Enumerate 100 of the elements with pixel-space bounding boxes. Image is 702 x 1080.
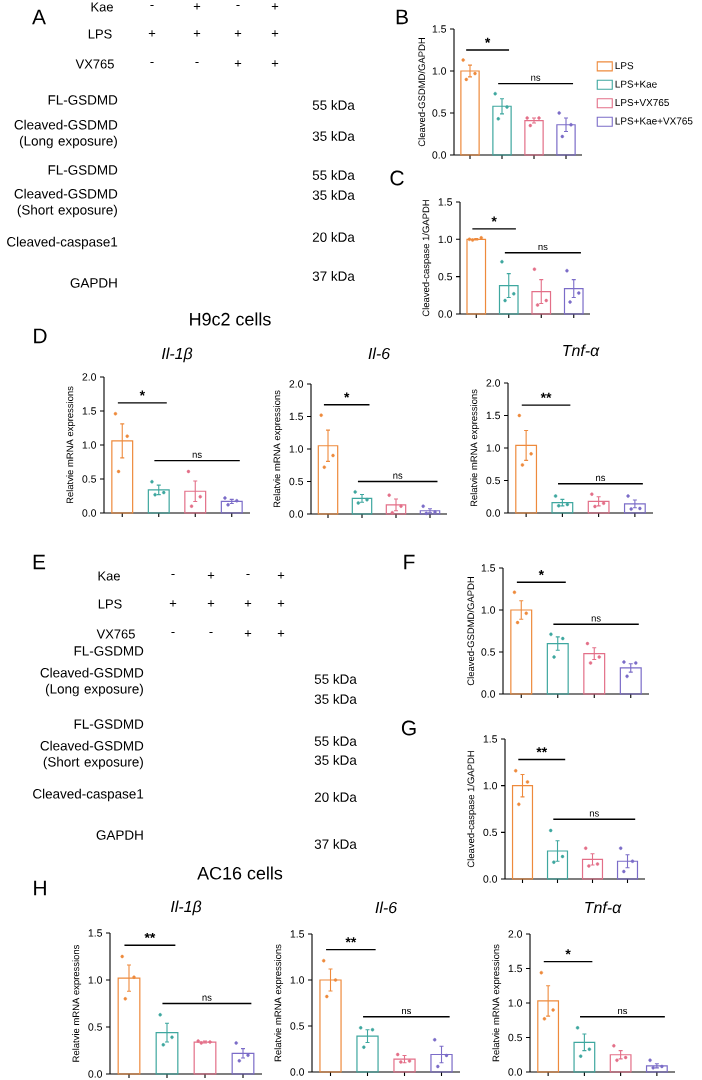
y-tick-label: 0.5	[289, 477, 304, 486]
y-tick-label: 0.0	[432, 151, 447, 159]
y-tick-label: 0.5	[481, 648, 496, 656]
text: FL-GSDMD	[48, 165, 118, 175]
text: GAPDH	[70, 278, 117, 288]
annotation: **	[536, 747, 548, 753]
text: +	[271, 30, 279, 37]
y-tick-label: 0.0	[508, 1068, 523, 1076]
y-axis-title: Relatvie mRNA expressions	[274, 944, 284, 1062]
text: -	[236, 5, 240, 7]
text: +	[148, 30, 156, 37]
text: Cleaved-caspase1	[33, 788, 144, 802]
bar	[220, 500, 243, 514]
bar	[587, 500, 610, 514]
text: A	[32, 9, 46, 25]
text: +	[277, 572, 285, 579]
text: 35 kDa	[314, 694, 357, 704]
chart-subtitle: Tnf-α	[563, 344, 600, 357]
bar	[551, 501, 574, 514]
annotation: ns	[393, 473, 403, 479]
annotation: *	[344, 392, 350, 398]
y-tick-label: 1.5	[483, 735, 498, 743]
category-label: Kae	[91, 2, 113, 12]
text: -	[150, 5, 154, 7]
text: +	[207, 600, 215, 607]
text: 55 kDa	[312, 100, 355, 110]
annotation: *	[484, 37, 491, 43]
text: +	[277, 600, 285, 607]
bar	[609, 1054, 632, 1073]
chart-title: H	[34, 880, 46, 896]
text: GAPDH	[96, 830, 143, 840]
y-tick-label: 0.0	[486, 509, 501, 517]
legend-label: LPS+VX765	[615, 99, 669, 107]
text: +	[234, 30, 242, 37]
y-tick-label: 0.0	[481, 690, 496, 698]
text: 55 kDa	[312, 170, 355, 180]
annotation: ns	[589, 811, 599, 817]
bar	[231, 1052, 255, 1075]
category-label: VX765	[96, 629, 135, 639]
chart-title: G	[401, 720, 416, 736]
text: -	[171, 574, 175, 576]
text: 37 kDa	[312, 271, 355, 281]
y-tick-label: 0.0	[88, 1070, 103, 1078]
annotation: **	[144, 932, 156, 939]
bar	[645, 1065, 668, 1073]
y-tick-label: 0.5	[438, 272, 453, 281]
y-tick-label: 1.0	[88, 976, 103, 984]
text: Cleaved-GSDMD (Short exposure)	[40, 740, 144, 770]
y-tick-label: 2.0	[486, 379, 501, 387]
y-tick-label: 2.0	[508, 930, 523, 938]
text: -	[209, 632, 213, 634]
chart-subtitle: Il-6	[368, 347, 391, 360]
legend-label: LPS+Kae	[615, 80, 657, 88]
chart-subtitle: Il-1β	[171, 900, 202, 916]
y-tick-label: 1.5	[481, 564, 496, 572]
text: 35 kDa	[312, 131, 355, 141]
y-axis-title: Relatvie mRNA expressions	[72, 944, 82, 1062]
text: +	[277, 630, 285, 637]
chart-title: D	[34, 328, 47, 344]
y-tick-label: 1.0	[508, 999, 523, 1007]
annotation: *	[139, 390, 146, 396]
bar	[623, 503, 646, 514]
text: +	[193, 30, 201, 37]
y-tick-label: 1.0	[289, 445, 304, 453]
y-tick-label: 2.0	[289, 380, 304, 388]
y-tick-label: 1.0	[486, 444, 501, 452]
y-axis-title: Cleaved-caspase 1/GAPDH	[467, 751, 477, 868]
text: FL-GSDMD	[74, 719, 144, 729]
text: Cleaved-caspase1	[7, 236, 118, 250]
text: -	[171, 632, 175, 634]
annotation: ns	[531, 75, 541, 81]
y-tick-label: 1.5	[290, 930, 305, 938]
annotation: ns	[192, 452, 202, 458]
text: E	[33, 554, 46, 570]
y-tick-label: 1.0	[481, 606, 496, 614]
annotation: *	[491, 216, 497, 222]
bar	[419, 510, 441, 515]
text: 35 kDa	[314, 755, 357, 765]
annotation: ns	[202, 995, 212, 1001]
y-tick-label: 1.5	[438, 198, 453, 206]
y-axis-title: Cleaved-GSDMD/GAPDH	[418, 38, 426, 147]
chart-subtitle: Il-6	[375, 901, 398, 914]
annotation: *	[538, 569, 545, 576]
y-tick-label: 1.5	[88, 929, 103, 937]
y-tick-label: 0.5	[508, 1033, 523, 1042]
y-axis-title: Cleaved-caspase 1/GAPDH	[422, 200, 432, 317]
annotation: **	[345, 937, 357, 943]
chart-subtitle: Il-1β	[162, 347, 193, 363]
y-tick-label: 0.5	[432, 109, 447, 117]
y-axis-title: Relatvie mRNA expressions	[470, 389, 480, 507]
text: 55 kDa	[314, 674, 357, 684]
annotation: **	[540, 392, 552, 398]
legend-label: LPS+Kae+VX765	[615, 117, 693, 125]
y-axis-title: Relatvie mRNA expressions	[492, 944, 502, 1062]
category-label: VX765	[75, 59, 114, 69]
text: -	[150, 62, 154, 64]
y-axis-title: Relatvie mRNA expressions	[66, 386, 76, 504]
bar	[193, 1041, 217, 1075]
y-tick-label: 0.5	[88, 1023, 103, 1031]
text: Cleaved-GSDMD (Short exposure)	[14, 188, 118, 218]
